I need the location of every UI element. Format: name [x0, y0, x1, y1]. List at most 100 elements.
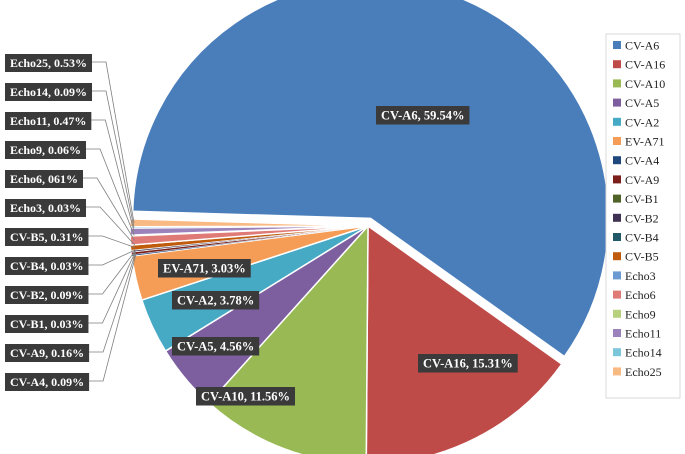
- legend-item-cv-a10: CV-A10: [613, 77, 665, 91]
- data-label-ev-a71: EV-A71, 3.03%: [158, 259, 251, 278]
- data-label-cv-a4: CV-A4, 0.09%: [5, 373, 90, 391]
- data-label-cv-a2: CV-A2, 3.78%: [172, 291, 260, 310]
- legend-label: CV-A16: [625, 58, 665, 72]
- data-label-echo9: Echo9, 0.06%: [5, 141, 87, 159]
- svg-text:CV-A4, 0.09%: CV-A4, 0.09%: [10, 375, 84, 389]
- legend-label: CV-B5: [625, 250, 659, 264]
- data-label-cv-a9: CV-A9, 0.16%: [5, 344, 90, 362]
- legend-item-echo9: Echo9: [613, 307, 656, 321]
- leader-line-echo6: [83, 177, 135, 241]
- legend-swatch: [613, 271, 621, 280]
- data-label-echo14: Echo14, 0.09%: [5, 83, 93, 101]
- svg-text:CV-A10, 11.56%: CV-A10, 11.56%: [201, 390, 290, 404]
- svg-text:Echo14, 0.09%: Echo14, 0.09%: [10, 85, 87, 99]
- leader-line-echo11: [91, 119, 135, 232]
- leader-line-cv-b1: [88, 251, 136, 324]
- svg-text:CV-A6, 59.54%: CV-A6, 59.54%: [381, 109, 464, 123]
- pie-slices: [129, 0, 610, 454]
- legend-swatch: [613, 41, 621, 49]
- data-label-cv-a5: CV-A5, 4.56%: [172, 337, 260, 356]
- legend-item-echo6: Echo6: [613, 288, 656, 302]
- svg-text:EV-A71, 3.03%: EV-A71, 3.03%: [163, 262, 246, 276]
- pie-slice-echo25: [129, 218, 369, 228]
- legend-label: CV-B1: [625, 192, 659, 206]
- legend-swatch: [613, 348, 621, 357]
- legend-swatch: [613, 175, 621, 184]
- svg-text:Echo11, 0.47%: Echo11, 0.47%: [10, 114, 86, 128]
- leader-line-cv-b2: [88, 250, 136, 295]
- data-label-cv-b2: CV-B2, 0.09%: [5, 286, 89, 304]
- legend-swatch: [613, 137, 621, 145]
- legend-swatch: [613, 98, 621, 107]
- legend-item-cv-b5: CV-B5: [613, 250, 659, 264]
- legend-label: Echo6: [625, 288, 656, 302]
- svg-text:CV-B5, 0.31%: CV-B5, 0.31%: [10, 230, 83, 244]
- legend-label: Echo3: [625, 269, 656, 283]
- legend-swatch: [613, 290, 621, 299]
- leader-line-cv-b5: [88, 235, 136, 248]
- legend-swatch: [613, 309, 621, 318]
- legend-item-echo14: Echo14: [613, 346, 662, 360]
- legend-swatch: [613, 60, 621, 69]
- data-label-cv-b1: CV-B1, 0.03%: [5, 315, 89, 333]
- leader-line-cv-b4: [88, 249, 136, 266]
- svg-text:CV-A16, 15.31%: CV-A16, 15.31%: [423, 357, 513, 371]
- svg-text:CV-B4, 0.03%: CV-B4, 0.03%: [10, 259, 83, 273]
- leader-line-echo9: [86, 148, 135, 236]
- legend-item-cv-a16: CV-A16: [613, 58, 665, 72]
- legend-swatch: [613, 194, 621, 203]
- leader-line-echo25: [92, 61, 135, 223]
- legend-swatch: [613, 79, 621, 88]
- leader-lines: [83, 61, 137, 382]
- legend-swatch: [613, 213, 621, 222]
- leader-line-cv-a9: [89, 252, 136, 353]
- legend-swatch: [613, 156, 621, 165]
- legend-item-echo3: Echo3: [613, 269, 656, 283]
- svg-text:CV-B2, 0.09%: CV-B2, 0.09%: [10, 288, 83, 302]
- legend-label: CV-B2: [625, 211, 659, 225]
- data-label-echo11: Echo11, 0.47%: [5, 112, 92, 130]
- leader-line-echo14: [92, 90, 135, 228]
- leader-line-echo3: [86, 206, 136, 246]
- svg-text:Echo25, 0.53%: Echo25, 0.53%: [10, 56, 87, 70]
- data-label-cv-b4: CV-B4, 0.03%: [5, 257, 89, 275]
- legend-item-cv-a4: CV-A4: [613, 154, 659, 168]
- svg-text:CV-A9, 0.16%: CV-A9, 0.16%: [10, 346, 84, 360]
- legend-item-cv-b4: CV-B4: [613, 231, 659, 245]
- legend-swatch: [613, 329, 621, 337]
- data-label-cv-b5: CV-B5, 0.31%: [5, 228, 89, 246]
- svg-text:Echo6, 061%: Echo6, 061%: [10, 172, 78, 186]
- legend-label: Echo14: [625, 346, 662, 360]
- data-label-cv-a6: CV-A6, 59.54%: [376, 106, 470, 125]
- legend-label: CV-B4: [625, 231, 659, 245]
- legend-item-cv-b1: CV-B1: [613, 192, 659, 206]
- data-label-echo3: Echo3, 0.03%: [5, 199, 87, 217]
- legend-label: EV-A71: [625, 135, 665, 149]
- data-label-cv-a10: CV-A10, 11.56%: [196, 387, 296, 406]
- legend-item-cv-b2: CV-B2: [613, 211, 659, 225]
- legend-item-echo25: Echo25: [613, 365, 662, 379]
- data-labels: CV-A6, 59.54% CV-A16, 15.31% CV-A10, 11.56…: [5, 54, 518, 406]
- legend-label: Echo9: [625, 307, 656, 321]
- pie-slice-cv-a16: [365, 224, 563, 454]
- legend-label: CV-A9: [625, 173, 659, 187]
- legend-item-echo11: Echo11: [613, 327, 661, 341]
- legend-label: CV-A4: [625, 154, 659, 168]
- legend-item-cv-a9: CV-A9: [613, 173, 659, 187]
- legend-label: CV-A2: [625, 115, 659, 129]
- legend-label: CV-A10: [625, 77, 665, 91]
- leader-line-cv-a4: [89, 254, 137, 382]
- legend-swatch: [613, 367, 621, 376]
- data-label-echo6: Echo6, 061%: [5, 170, 84, 188]
- legend-item-ev-a71: EV-A71: [613, 135, 665, 149]
- svg-text:Echo3, 0.03%: Echo3, 0.03%: [10, 201, 81, 215]
- legend-label: Echo25: [625, 365, 662, 379]
- legend: CV-A6 CV-A16 CV-A10 CV-A5 CV-A2 EV-A71 CV-A4 CV…: [605, 33, 681, 399]
- legend-label: Echo11: [625, 327, 661, 341]
- legend-swatch: [613, 117, 621, 126]
- legend-item-cv-a2: CV-A2: [613, 115, 659, 129]
- legend-label: CV-A6: [625, 39, 659, 53]
- svg-text:Echo9, 0.06%: Echo9, 0.06%: [10, 143, 81, 157]
- legend-swatch: [613, 233, 621, 241]
